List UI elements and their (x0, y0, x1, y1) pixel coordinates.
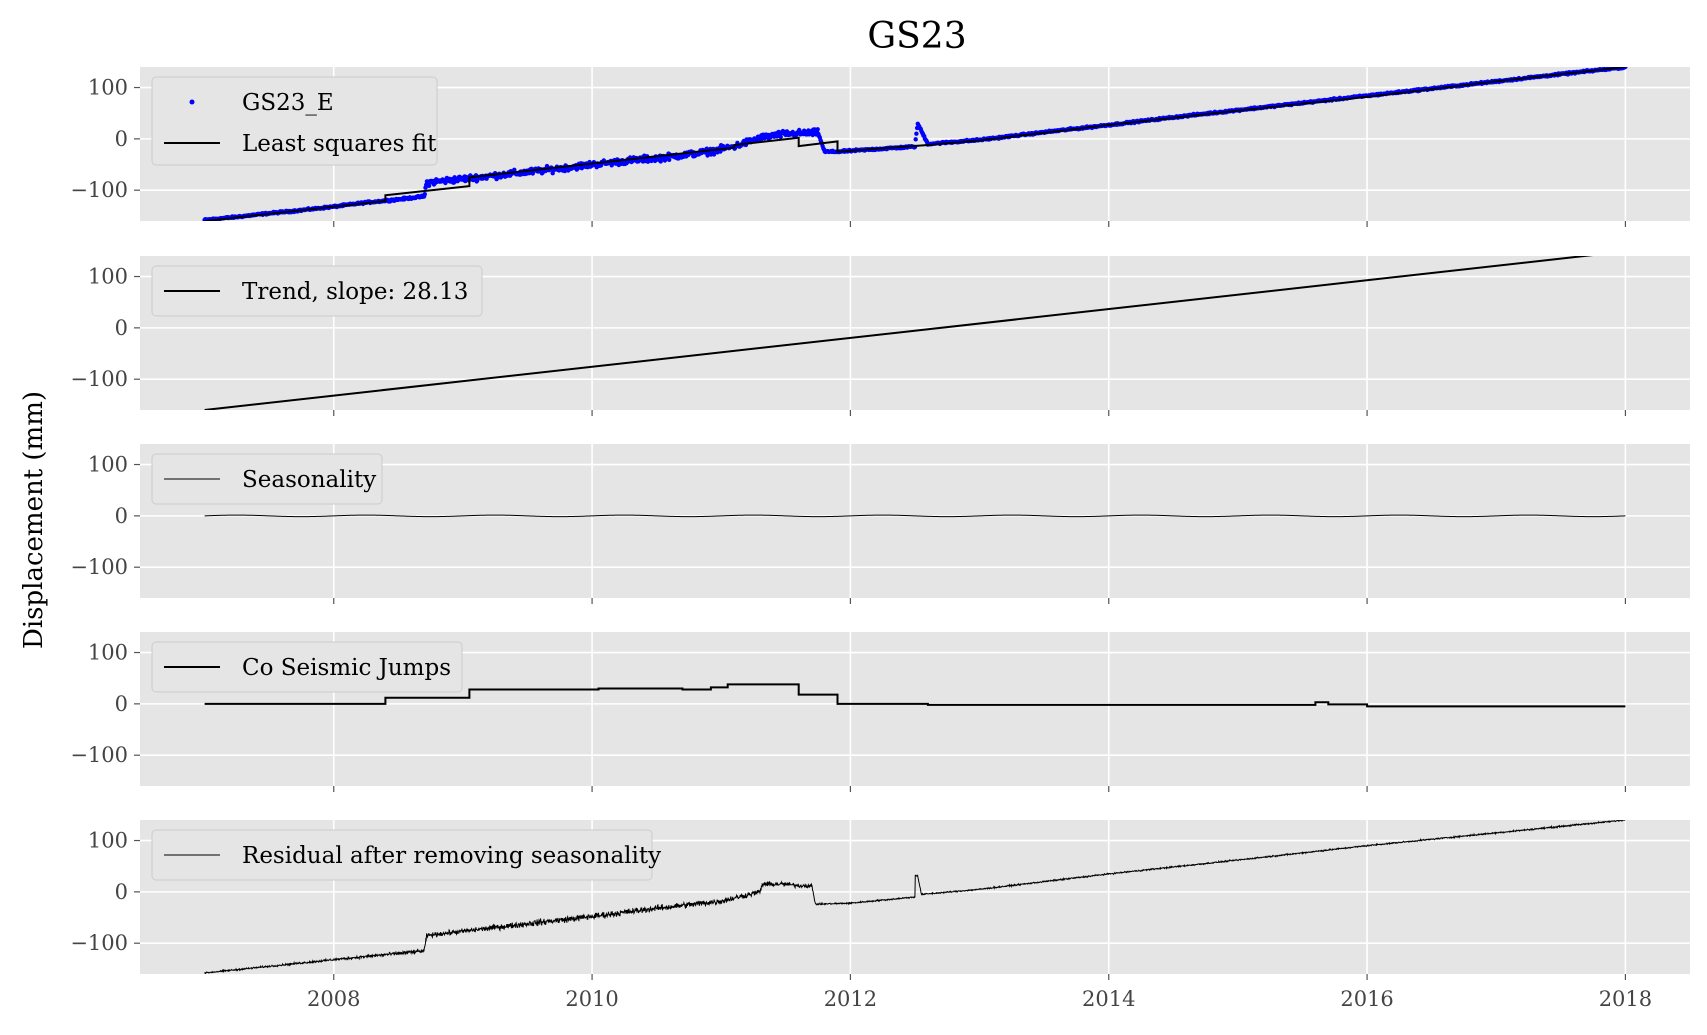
data-point (815, 127, 820, 132)
x-tick-label: 2018 (1599, 987, 1652, 1011)
legend-entry: Trend, slope: 28.13 (242, 279, 468, 305)
legend-box (151, 265, 483, 317)
y-tick-label: 100 (88, 641, 128, 665)
y-tick-label: −100 (70, 743, 128, 767)
series-group (202, 67, 1628, 221)
series-line (204, 67, 1626, 221)
y-tick-label: 100 (88, 829, 128, 853)
series-line (204, 256, 1594, 410)
x-tick-label: 2010 (565, 987, 618, 1011)
series-residual-line (204, 820, 1626, 974)
y-tick-label: −100 (70, 178, 128, 202)
data-point (1623, 67, 1628, 69)
y-axis-label: Displacement (mm) (19, 391, 49, 649)
chart-title: GS23 (867, 16, 966, 57)
data-point (422, 192, 427, 197)
y-tick-label: 0 (115, 316, 128, 340)
subplot-5: 100 0 −100 2008 2010 2012 2014 2016 2018 Residual… (70, 820, 1690, 1011)
legend-box (151, 76, 438, 166)
legend-entry: Residual after removing seasonality (242, 843, 661, 869)
data-point (913, 137, 918, 142)
y-tick-label: −100 (70, 555, 128, 579)
series-group (204, 820, 1626, 974)
data-point (914, 131, 919, 136)
legend-entry: Least squares fit (242, 131, 437, 157)
subplot-1: 100 0 −100 GS23_E Least squares fit (70, 67, 1690, 227)
x-tick-label: 2014 (1082, 987, 1135, 1011)
legend-box (151, 641, 463, 693)
y-tick-label: −100 (70, 931, 128, 955)
plot-area (140, 444, 1690, 598)
series-group (204, 256, 1594, 410)
y-tick-label: 100 (88, 265, 128, 289)
subplots: 100 0 −100 GS23_E Least squares fit 100 0 −100 T… (70, 67, 1690, 1011)
series-group (204, 514, 1626, 518)
legend-box (151, 829, 653, 881)
legend-entry: Co Seismic Jumps (242, 655, 451, 681)
x-tick-label: 2008 (307, 987, 360, 1011)
subplot-2: 100 0 −100 Trend, slope: 28.13 (70, 256, 1690, 416)
legend-entry: GS23_E (242, 90, 334, 116)
y-tick-label: −100 (70, 367, 128, 391)
subplot-3: 100 0 −100 Seasonality (70, 444, 1690, 604)
series-seasonality-line (204, 514, 1626, 518)
y-tick-label: 0 (115, 692, 128, 716)
data-point (667, 157, 672, 162)
gridlines (140, 256, 1690, 410)
data-point (711, 152, 717, 157)
legend-entry: Seasonality (242, 467, 376, 493)
series-group (204, 683, 1626, 708)
legend: Trend, slope: 28.13 (151, 265, 483, 317)
legend: Residual after removing seasonality (151, 829, 661, 881)
x-tick-label: 2016 (1340, 987, 1393, 1011)
subplot-4: 100 0 −100 Co Seismic Jumps (70, 632, 1690, 792)
y-tick-label: 0 (115, 504, 128, 528)
legend: GS23_E Least squares fit (151, 76, 438, 166)
y-tick-label: 0 (115, 880, 128, 904)
legend-box (151, 453, 383, 505)
data-point (426, 183, 432, 188)
legend-marker-points (189, 99, 195, 105)
y-tick-label: 100 (88, 76, 128, 100)
series-line (204, 683, 1626, 708)
data-point (652, 158, 658, 164)
legend: Co Seismic Jumps (151, 641, 463, 693)
data-point (778, 134, 783, 140)
y-tick-label: 0 (115, 127, 128, 151)
y-tick-label: 100 (88, 453, 128, 477)
x-tick-label: 2012 (824, 987, 877, 1011)
legend: Seasonality (151, 453, 383, 505)
